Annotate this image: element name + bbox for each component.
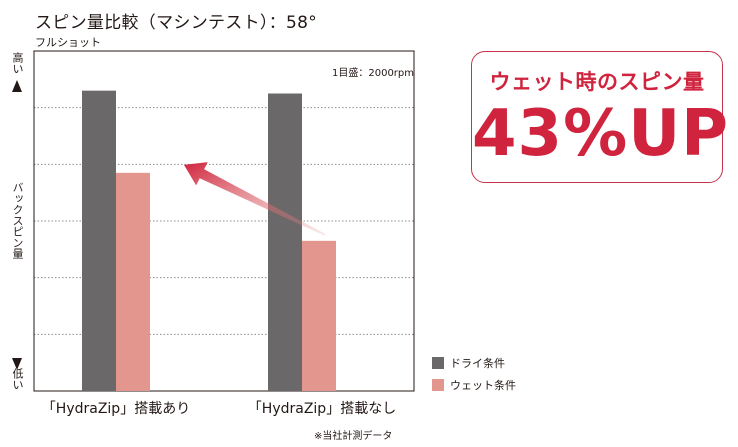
bar-wet-0 bbox=[116, 172, 150, 391]
y-axis-high-label: 高い bbox=[11, 52, 24, 74]
bar-wet-1 bbox=[302, 240, 336, 391]
y-axis-arrow-up-head bbox=[12, 80, 22, 92]
plot-frame bbox=[33, 50, 415, 392]
legend-item-dry: ドライ条件 bbox=[432, 355, 505, 371]
legend-swatch-wet bbox=[432, 379, 444, 391]
callout-heading: ウェット時のスピン量 bbox=[489, 70, 705, 94]
chart-subtitle: フルショット bbox=[35, 36, 101, 49]
comparison-arrow bbox=[184, 162, 326, 236]
y-axis-label-group: 高い バックスピン量 低い bbox=[4, 52, 30, 392]
scale-note: 1目盛：2000rpm bbox=[332, 68, 415, 79]
legend-label-wet: ウェット条件 bbox=[450, 379, 516, 392]
legend-swatch-dry bbox=[432, 357, 444, 369]
y-axis-low-label: 低い bbox=[11, 368, 24, 390]
chart-title: スピン量比較（マシンテスト）：58° bbox=[35, 13, 318, 33]
legend-label-dry: ドライ条件 bbox=[450, 357, 505, 370]
callout-highlight: 43%UP bbox=[472, 97, 730, 171]
y-axis-label: バックスピン量 bbox=[11, 182, 24, 259]
legend-item-wet: ウェット条件 bbox=[432, 377, 516, 393]
bar-dry-0 bbox=[82, 90, 116, 392]
x-tick-label-with-hydrazip: 「HydraZip」搭載あり bbox=[41, 401, 191, 417]
callout-box: ウェット時のスピン量 43%UP bbox=[471, 51, 730, 183]
x-tick-label-without-hydrazip: 「HydraZip」搭載なし bbox=[247, 401, 397, 417]
footnote: ※当社計測データ bbox=[314, 431, 393, 442]
y-axis-arrow-down-head bbox=[12, 358, 22, 370]
bar-dry-1 bbox=[268, 93, 302, 391]
